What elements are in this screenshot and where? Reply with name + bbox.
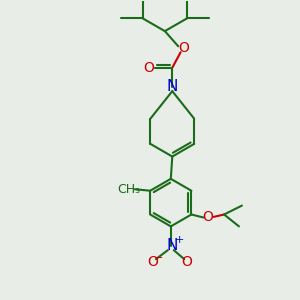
Text: O: O: [178, 41, 189, 55]
Text: N: N: [167, 79, 178, 94]
Text: N: N: [167, 238, 178, 253]
Text: +: +: [175, 236, 184, 245]
Text: O: O: [143, 61, 154, 75]
Text: O: O: [182, 255, 193, 269]
Text: CH₃: CH₃: [117, 183, 140, 196]
Text: −: −: [154, 253, 164, 262]
Text: O: O: [148, 255, 158, 269]
Text: O: O: [202, 211, 213, 224]
